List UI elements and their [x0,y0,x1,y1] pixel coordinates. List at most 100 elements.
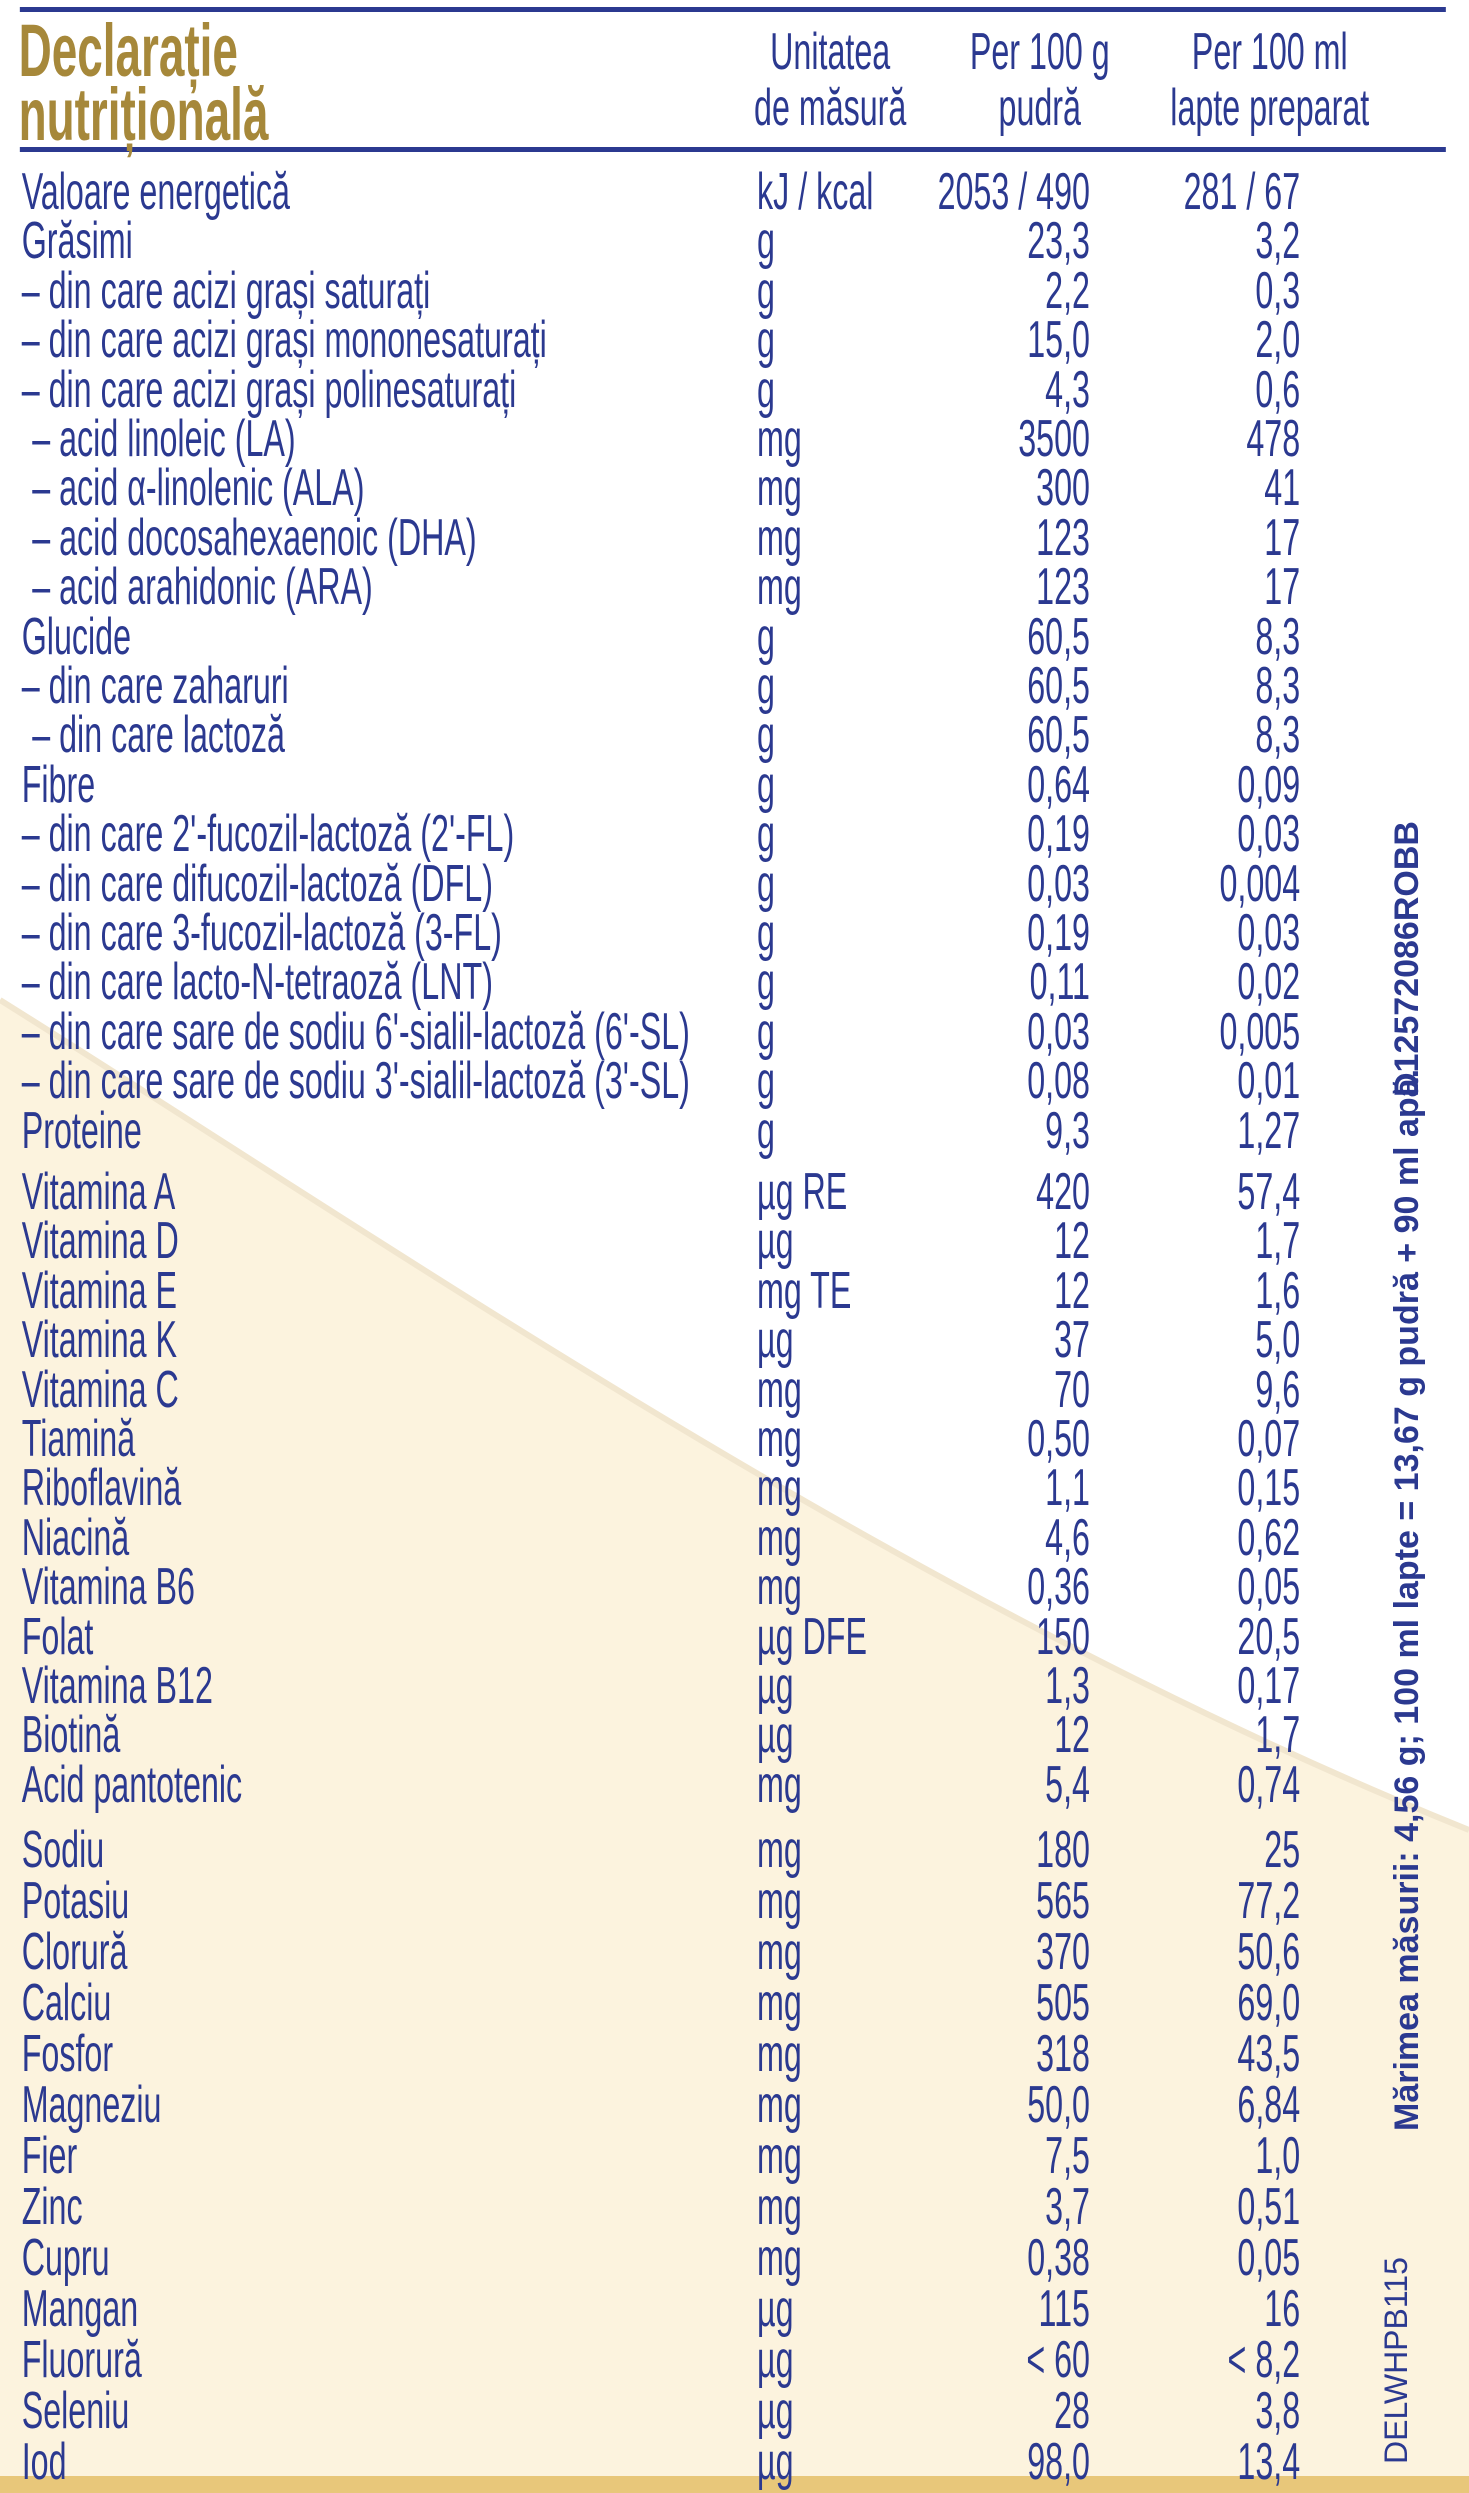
table-row: Fier mg 7,5 1,0 [0,2127,1469,2185]
unit: µg [757,1657,794,1715]
nutrient-name: Magneziu [21,2076,162,2134]
value-per-100ml: 1,0 [1255,2127,1301,2185]
value-per-100ml: 6,84 [1237,2076,1301,2134]
nutrient-name: Acid pantotenic [21,1755,243,1814]
value-per-100g: 0,19 [1027,805,1090,864]
table-row: Mangan µg 115 16 [0,2280,1469,2338]
value-per-100ml: 69,0 [1237,1974,1301,2032]
nutrient-name: Zinc [21,2178,83,2236]
unit: g [757,805,775,864]
value-per-100ml: 8,3 [1255,607,1301,666]
value-per-100g: 0,03 [1027,854,1090,913]
header-per-100g-line1: Per 100 g [969,23,1110,81]
nutrient-name: – acid linoleic (LA) [32,410,296,468]
unit: mg [757,1410,802,1468]
table-row: Calciu mg 505 69,0 [0,1974,1469,2032]
value-per-100g: 565 [1036,1872,1090,1930]
table-row: Tiamină mg 0,50 0,07 [0,1410,1469,1468]
value-per-100g: 98,0 [1027,2433,1090,2491]
unit: mg [757,558,802,617]
nutrient-name: Vitamina B6 [21,1558,195,1617]
unit: g [757,1101,775,1160]
unit: g [757,854,775,913]
value-per-100ml: 0,62 [1237,1508,1301,1567]
nutrient-name: Niacină [21,1508,130,1567]
value-per-100g: 50,0 [1027,2076,1090,2134]
table-row: – din care acizi grași polinesaturați g 4,… [0,360,1469,419]
unit: mg [757,1923,802,1981]
table-row: – din care sare de sodiu 3'-sialil-lacto… [0,1052,1469,1111]
table-row: – din care lactoză g 60,5 8,3 [0,706,1469,765]
header-per-100g-line2: pudră [998,79,1081,137]
value-per-100ml: 0,01 [1237,1052,1301,1111]
table-row: Valoare energetică kJ / kcal 2053 / 490 281… [0,163,1469,221]
nutrient-name: Seleniu [21,2382,130,2440]
unit: g [757,706,775,765]
product-code: D12572086ROBB [1388,821,1426,1097]
nutrient-name: Proteine [21,1101,142,1160]
header-per-100ml-line2: lapte preparat [1170,79,1370,137]
table-row: – din care 2'-fucozil-lactoză (2'-FL) g 0,… [0,805,1469,864]
table-row: Vitamina A µg RE 420 57,4 [0,1163,1469,1221]
table-row: Fluorură µg < 60 < 8,2 [0,2331,1469,2389]
table-row: – acid arahidonic (ARA) mg 123 17 [0,558,1469,617]
value-per-100ml: 3,8 [1255,2382,1301,2440]
nutrient-name: Vitamina K [21,1311,178,1370]
table-row: Vitamina B6 mg 0,36 0,05 [0,1558,1469,1617]
value-per-100g: 4,6 [1045,1508,1090,1567]
value-per-100ml: 1,7 [1255,1212,1301,1271]
nutrient-name: Clorură [21,1923,128,1981]
table-row: Riboflavină mg 1,1 0,15 [0,1459,1469,1518]
unit: µg [757,1706,794,1765]
table-row: Iod µg 98,0 13,4 [0,2433,1469,2491]
value-per-100g: 9,3 [1045,1101,1090,1160]
value-per-100g: 60,5 [1027,607,1090,666]
unit: µg [757,1311,794,1370]
value-per-100ml: < 8,2 [1227,2331,1301,2389]
value-per-100g: 0,19 [1027,904,1090,962]
value-per-100ml: 0,07 [1237,1410,1301,1468]
unit: mg [757,459,802,518]
value-per-100g: 2053 / 490 [937,163,1090,221]
unit: kJ / kcal [757,163,874,221]
nutrient-name: Iod [21,2433,67,2491]
unit: g [757,311,775,370]
value-per-100ml: 0,15 [1237,1459,1301,1518]
unit: mg [757,2076,802,2134]
nutrient-name: Vitamina A [21,1163,176,1221]
value-per-100ml: 0,004 [1219,854,1301,913]
nutrient-name: – din care 2'-fucozil-lactoză (2'-FL) [21,805,515,864]
value-per-100g: 505 [1036,1974,1090,2032]
label-code: DELWHPB115 [1378,2257,1414,2464]
nutrient-name: – din care sare de sodiu 6'-sialil-lacto… [21,1002,690,1061]
value-per-100g: 23,3 [1027,212,1090,271]
unit: µg DFE [757,1607,867,1666]
table-row: – din care sare de sodiu 6'-sialil-lacto… [0,1002,1469,1061]
value-per-100ml: 0,03 [1237,904,1301,962]
value-per-100ml: 41 [1264,459,1301,518]
unit: µg [757,2331,794,2389]
nutrient-name: – acid docosahexaenoic (DHA) [32,508,477,567]
nutrient-name: – din care acizi grași polinesaturați [21,360,517,419]
nutrient-name: Mangan [21,2280,139,2338]
nutrient-name: Cupru [21,2229,110,2287]
value-per-100ml: 20,5 [1237,1607,1301,1666]
value-per-100ml: 1,6 [1255,1261,1301,1320]
table-row: Acid pantotenic mg 5,4 0,74 [0,1755,1469,1814]
value-per-100ml: 17 [1264,558,1301,617]
unit: µg [757,2382,794,2440]
value-per-100ml: 0,02 [1237,953,1301,1012]
unit: mg [757,508,802,567]
nutrient-name: Tiamină [21,1410,136,1468]
nutrient-name: Vitamina E [21,1261,178,1320]
table-row: – din care 3-fucozil-lactoză (3-FL) g 0,19… [0,904,1469,962]
unit: mg [757,2025,802,2083]
nutrient-name: Sodiu [21,1821,105,1879]
value-per-100ml: 57,4 [1237,1163,1301,1221]
unit: g [757,261,775,320]
value-per-100g: 115 [1038,2280,1090,2338]
table-row: – acid α-linolenic (ALA) mg 300 41 [0,459,1469,518]
value-per-100ml: 0,05 [1237,2229,1301,2287]
nutrient-name: Fier [21,2127,78,2185]
value-per-100g: 3500 [1018,410,1090,468]
